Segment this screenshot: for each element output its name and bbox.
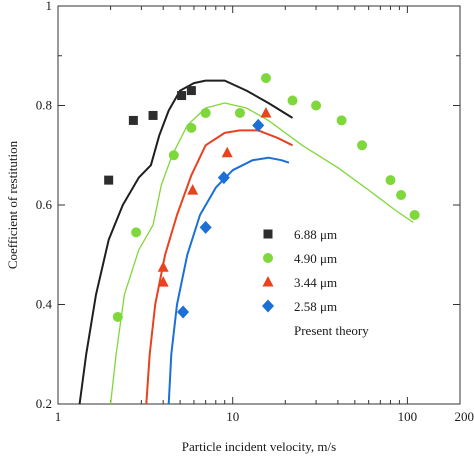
data-point-circle [336,115,347,126]
x-axis-title: Particle incident velocity, m/s [182,439,336,454]
y-tick-label: 0.4 [36,297,53,312]
legend-label: 3.44 μm [294,275,337,290]
data-points [104,73,420,322]
data-point-circle [234,107,245,118]
data-point-square [186,86,196,96]
legend: 6.88 μm 4.90 μm 3.44 μm 2.58 μm Present theo… [262,227,369,338]
legend-label: 4.90 μm [294,251,337,266]
y-tick-label: 0.2 [36,396,52,411]
data-point-circle [385,175,396,186]
theory-curve-1 [78,79,294,405]
axis-ticks: 0.2 0.4 0.6 0.8 1 1 10 100 200 [36,0,474,424]
data-point-diamond [217,171,230,185]
legend-label: 6.88 μm [294,227,337,242]
data-point-circle [396,190,407,201]
data-point-triangle [157,261,169,272]
data-point-diamond [177,305,190,319]
x-tick-label: 100 [398,409,418,424]
plot-frame [57,5,461,405]
y-axis-title: Coefficient of restitution [5,140,20,269]
legend-label: 2.58 μm [294,299,337,314]
theory-curves [78,79,414,405]
legend-marker-square [263,229,273,239]
theory-curve-4 [167,156,290,405]
x-tick-label: 10 [226,409,239,424]
data-point-triangle [157,276,169,287]
y-tick-label: 1 [46,0,53,13]
data-point-circle [260,73,271,84]
data-point-circle [409,209,420,220]
data-point-circle [200,107,211,118]
x-tick-label: 200 [455,409,474,424]
data-point-circle [357,140,368,151]
data-point-circle [311,100,322,111]
data-point-circle [112,311,123,322]
y-tick-label: 0.6 [36,197,53,212]
data-point-circle [287,95,298,106]
data-point-square [177,91,187,101]
data-point-diamond [252,118,265,132]
data-point-triangle [187,184,199,195]
data-point-square [104,175,114,185]
theory-curve-3 [145,129,293,405]
x-tick-label: 1 [55,409,62,424]
data-point-triangle [260,106,272,118]
legend-marker-circle [263,253,273,263]
data-point-square [148,110,158,120]
data-point-circle [168,150,179,161]
data-point-triangle [221,146,233,158]
legend-marker-diamond [262,299,274,313]
legend-theory-label: Present theory [294,323,369,338]
data-point-diamond [199,220,212,234]
y-tick-label: 0.8 [36,98,52,113]
data-point-circle [186,122,197,133]
data-point-circle [131,227,142,238]
data-point-square [128,115,138,125]
legend-marker-triangle [262,276,274,287]
